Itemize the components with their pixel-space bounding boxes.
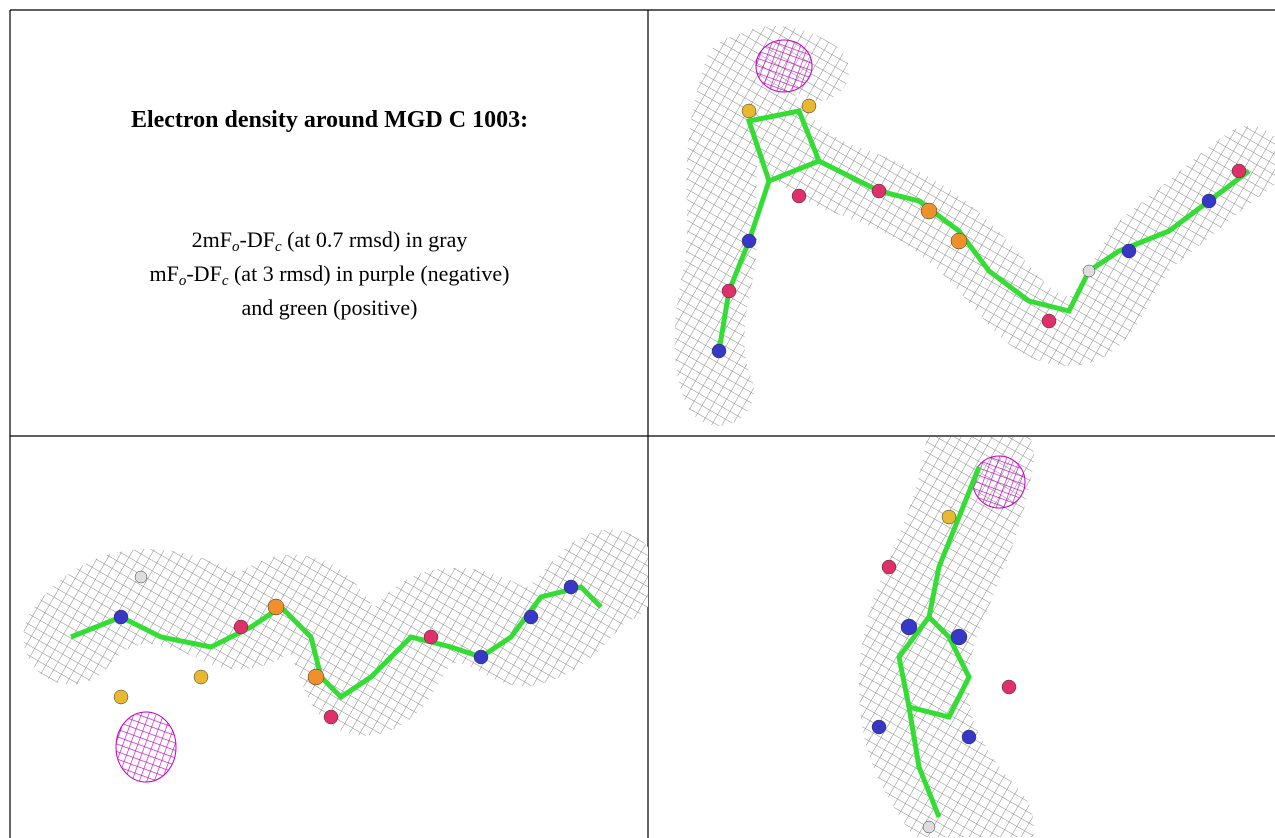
description: 2mFo-DFc (at 0.7 rmsd) in gray mFo-DFc (… xyxy=(11,223,648,325)
density-image xyxy=(649,11,1275,436)
cell-title: Electron density around MGD C 1003: xyxy=(11,107,648,134)
text: (at 0.7 rmsd) in gray xyxy=(282,227,468,252)
text: and green (positive) xyxy=(242,295,418,320)
text: -DF xyxy=(240,227,275,252)
text: 2mF xyxy=(192,227,232,252)
subscript: c xyxy=(275,239,282,255)
subscript: o xyxy=(232,239,240,255)
desc-line: and green (positive) xyxy=(11,291,648,325)
legend-cell: Electron density around MGD C 1003: 2mFo… xyxy=(11,11,648,436)
text: (at 3 rmsd) in purple (negative) xyxy=(228,261,509,286)
page: {"table": {"title": "Electron density ar… xyxy=(0,0,1275,838)
text: -DF xyxy=(186,261,221,286)
desc-line: 2mFo-DFc (at 0.7 rmsd) in gray xyxy=(11,223,648,257)
density-image xyxy=(649,437,1275,837)
desc-line: mFo-DFc (at 3 rmsd) in purple (negative) xyxy=(11,257,648,291)
density-image xyxy=(11,437,648,837)
text: mF xyxy=(150,261,179,286)
